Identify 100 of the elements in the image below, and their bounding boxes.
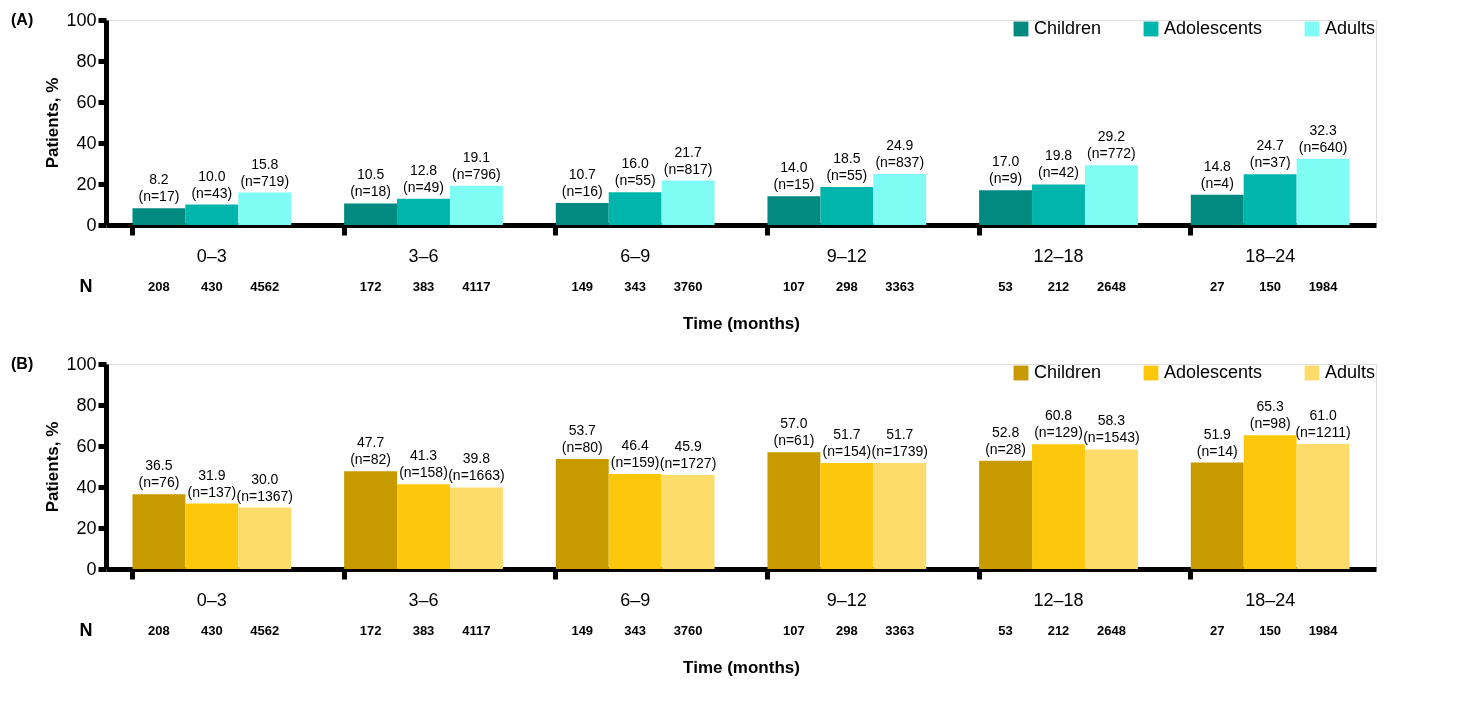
bar [449,185,503,225]
data-label: 14.0 (n=15) [773,159,815,193]
bar [873,463,927,569]
text: 3363 [885,623,915,638]
data-label: 53.7 (n=80) [561,421,603,455]
legend-label: Adolescents [1164,18,1263,38]
x-tick-label: 9–12 [826,245,867,266]
legend-label: Children [1034,18,1102,38]
data-label: 30.0 (n=1367) [236,470,293,504]
bar [1190,194,1244,225]
text: 1984 [1308,279,1339,294]
bar [344,471,398,569]
data-label: 31.9 (n=137) [187,466,237,500]
text: 383 [412,279,435,294]
data-label: 10.7 (n=16) [561,166,603,200]
y-tick-label: 40 [76,132,97,153]
text: 208 [148,623,170,638]
x-axis-title: Time (months) [683,657,800,677]
chart-title: (A) [11,11,34,28]
bar [397,198,450,225]
x-tick-label: 6–9 [620,589,651,610]
data-label: 12.8 (n=49) [403,161,444,195]
data-label: 15.8 (n=719) [240,155,290,189]
bar [820,187,874,225]
data-label: 45.9 (n=1727) [659,437,717,471]
text: 4117 [462,279,491,294]
legend-label: Adolescents [1164,362,1263,382]
data-label: 52.8 (n=28) [985,423,1027,457]
x-tick-label: 18–24 [1245,245,1296,266]
bar [1296,443,1350,569]
y-tick-label: 20 [76,517,97,538]
bar [555,458,609,569]
bar [979,190,1033,225]
text: 172 [359,279,382,294]
bar [1084,165,1138,225]
y-tick-label: 0 [86,214,97,235]
legend-label: Children [1034,362,1102,382]
text: 149 [571,279,594,294]
data-label: 16.0 (n=55) [614,155,656,189]
data-label: 24.9 (n=837) [875,136,925,170]
text: 150 [1259,279,1282,294]
data-label: 36.5 (n=76) [138,457,180,491]
text: 212 [1047,623,1070,638]
x-tick-label: 3–6 [408,245,439,266]
bar [344,203,398,225]
bar [1032,184,1085,225]
x-tick-label: 0–3 [196,589,227,610]
text: 3760 [673,623,703,638]
data-label: 51.9 (n=14) [1196,425,1238,459]
y-tick-label: 80 [76,394,97,415]
data-label: 60.8 (n=129) [1034,407,1083,441]
y-axis-title: Patients, % [43,77,63,169]
data-label: 51.7 (n=1739) [871,426,928,460]
text: 3363 [885,279,915,294]
bar [1243,174,1297,225]
text: 4562 [250,623,280,638]
bar [979,460,1033,569]
bar [661,474,715,569]
y-axis-title: Patients, % [43,421,63,513]
text: 53 [998,623,1013,638]
x-axis-title: Time (months) [683,313,800,333]
text: 27 [1210,623,1225,638]
text: 2648 [1096,279,1126,294]
text: 2648 [1096,623,1126,638]
bar [1084,449,1138,569]
bar [1243,435,1297,569]
bar [608,192,662,225]
x-tick-label: 6–9 [620,245,651,266]
data-label: 32.3 (n=640) [1298,121,1348,155]
text: 53 [998,279,1013,294]
data-label: 29.2 (n=772) [1087,128,1136,162]
text: 107 [783,279,805,294]
y-tick-label: 0 [86,558,97,579]
text: N [79,620,93,640]
data-label: 61.0 (n=1211) [1295,406,1351,440]
text: 3760 [673,279,703,294]
text: 150 [1259,623,1282,638]
data-label: 18.5 (n=55) [826,150,868,184]
bar [397,484,450,569]
data-label: 17.0 (n=9) [989,153,1023,187]
x-tick-label: 9–12 [826,589,867,610]
data-label: 19.8 (n=42) [1038,147,1079,181]
bar [608,473,662,569]
y-tick-label: 80 [76,50,97,71]
bar [661,180,715,225]
data-label: 47.7 (n=82) [350,434,392,468]
text: 4562 [250,279,280,294]
text: 430 [200,279,223,294]
data-label: 19.1 (n=796) [452,148,501,182]
x-tick-label: 0–3 [196,245,227,266]
bar [767,452,821,569]
data-label: 58.3 (n=1543) [1083,412,1140,446]
x-tick-label: 12–18 [1033,589,1084,610]
chart-title: (B) [11,355,34,372]
bar [185,503,239,569]
text: 298 [835,279,858,294]
x-tick-label: 3–6 [408,589,439,610]
bar [1190,462,1244,569]
data-label: 46.4 (n=159) [610,436,660,470]
text: 27 [1210,279,1225,294]
